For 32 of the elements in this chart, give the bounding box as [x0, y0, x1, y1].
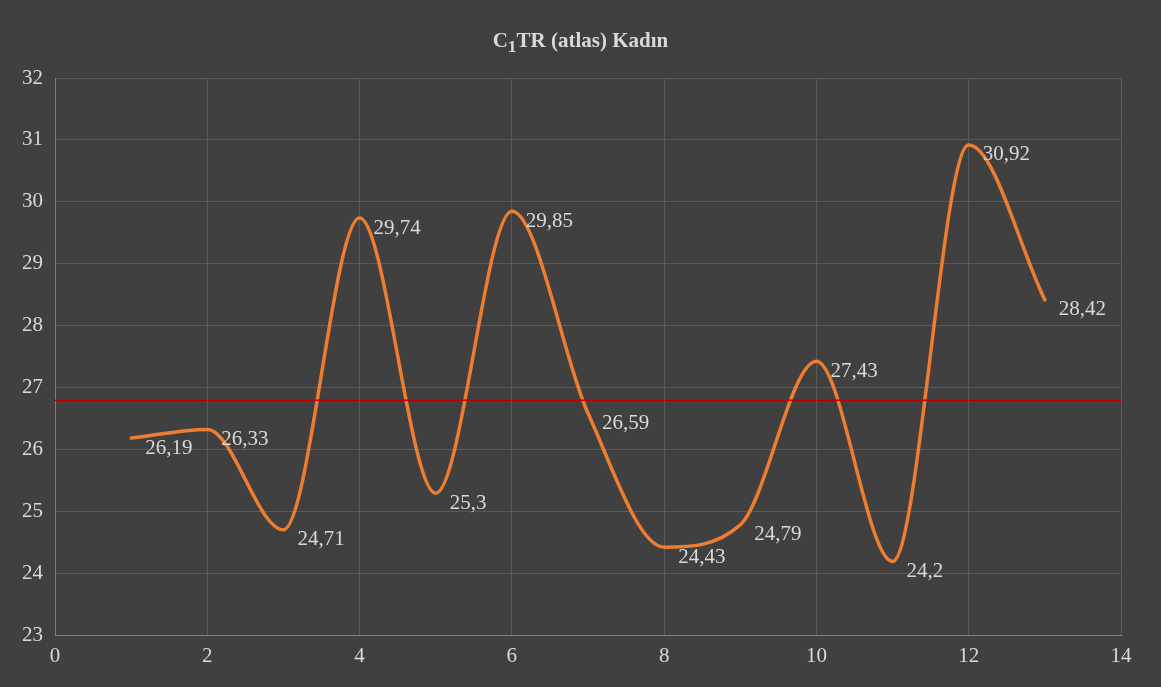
data-label: 29,85	[525, 207, 574, 232]
chart-title: C$_{1}$TR (atlas) Kadın	[491, 28, 670, 58]
y-tick-label: 29	[22, 250, 43, 275]
y-tick-label: 26	[22, 436, 43, 461]
y-tick-label: 23	[22, 622, 43, 647]
x-tick-label: 2	[202, 642, 213, 667]
x-tick-label: 12	[958, 642, 980, 667]
data-label: 24,2	[906, 557, 944, 582]
data-label: 25,3	[449, 489, 487, 514]
x-tick-label: 4	[354, 642, 366, 667]
x-tick-label: 10	[805, 642, 827, 667]
data-label: 24,43	[678, 543, 726, 568]
data-label: 24,79	[754, 521, 802, 546]
data-label: 30,92	[982, 141, 1030, 166]
data-label: 26,33	[221, 425, 269, 450]
y-tick-label: 24	[22, 560, 44, 585]
data-label: 26,19	[145, 434, 193, 459]
data-label: 27,43	[830, 357, 878, 382]
y-tick-label: 25	[22, 498, 43, 523]
x-tick-label: 8	[658, 642, 670, 667]
y-tick-label: 30	[22, 188, 43, 213]
data-label: 26,59	[602, 409, 650, 434]
data-label: 29,74	[373, 214, 422, 239]
y-tick-label: 32	[22, 64, 43, 89]
y-tick-label: 28	[22, 312, 43, 337]
y-tick-label: 27	[22, 374, 43, 399]
data-label: 28,42	[1058, 296, 1107, 321]
x-tick-label: 0	[49, 642, 61, 667]
y-tick-label: 31	[22, 126, 43, 151]
data-label: 24,71	[297, 526, 345, 551]
x-tick-label: 6	[506, 642, 518, 667]
x-tick-label: 14	[1110, 642, 1132, 667]
